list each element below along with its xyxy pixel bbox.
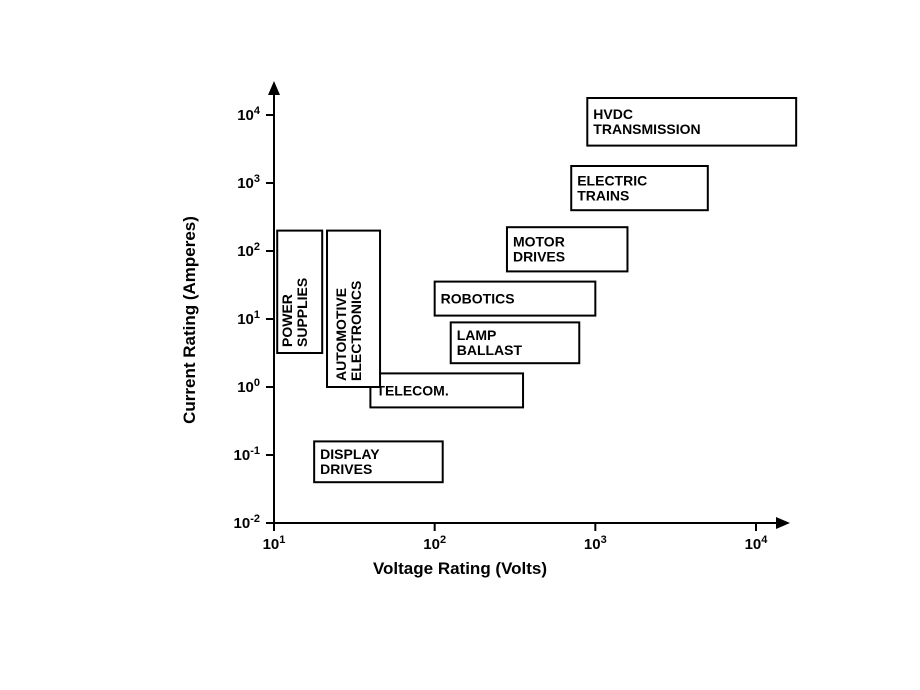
app-box-power-supplies: POWERSUPPLIES: [277, 231, 322, 353]
y-axis-label: Current Rating (Amperes): [180, 216, 199, 424]
app-box-label: ELECTRIC: [577, 173, 647, 189]
app-box-label: SUPPLIES: [294, 278, 310, 347]
app-box-label: DRIVES: [320, 461, 372, 477]
app-box-label: HVDC: [593, 106, 633, 122]
app-box-label: DISPLAY: [320, 446, 380, 462]
app-box-display-drives: DISPLAYDRIVES: [314, 441, 443, 482]
app-box-label: ELECTRONICS: [348, 281, 364, 381]
app-box-label: AUTOMOTIVE: [333, 288, 349, 381]
app-box-label: MOTOR: [513, 234, 565, 250]
app-box-automotive: AUTOMOTIVEELECTRONICS: [327, 231, 380, 387]
app-box-label: TELECOM.: [376, 382, 448, 398]
app-box-motor-drives: MOTORDRIVES: [507, 227, 628, 271]
app-box-label: ROBOTICS: [441, 291, 515, 307]
app-box-label: TRANSMISSION: [593, 121, 700, 137]
app-box-label: POWER: [279, 294, 295, 347]
app-box-lamp-ballast: LAMPBALLAST: [451, 322, 580, 363]
app-box-label: LAMP: [457, 327, 497, 343]
app-box-hvdc: HVDCTRANSMISSION: [587, 98, 796, 146]
x-axis-label: Voltage Rating (Volts): [373, 559, 547, 578]
app-box-label: DRIVES: [513, 249, 565, 265]
app-box-electric-trains: ELECTRICTRAINS: [571, 166, 708, 210]
power-electronics-chart: 10-210-1100101102103104101102103104Volta…: [0, 0, 920, 690]
app-box-telecom: TELECOM.: [370, 373, 523, 407]
app-box-robotics: ROBOTICS: [435, 282, 596, 316]
app-box-label: TRAINS: [577, 188, 629, 204]
app-box-label: BALLAST: [457, 342, 523, 358]
chart-container: 10-210-1100101102103104101102103104Volta…: [0, 0, 920, 690]
